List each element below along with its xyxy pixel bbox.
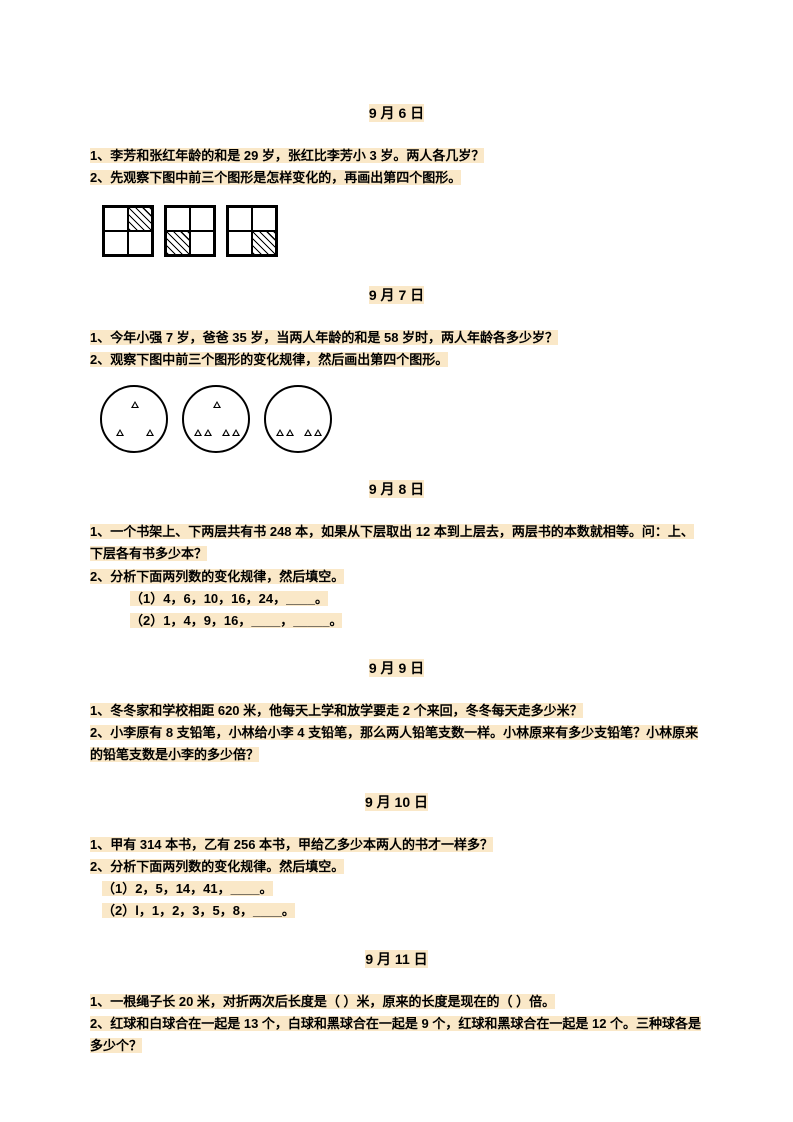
date-text: 9 月 11 日 (365, 950, 427, 968)
question-block: 1、一根绳子长 20 米，对折两次后长度是（ ）米，原来的长度是现在的（ ）倍。… (90, 991, 703, 1057)
question-line: 1、一根绳子长 20 米，对折两次后长度是（ ）米，原来的长度是现在的（ ）倍。 (90, 991, 703, 1013)
date-header: 9 月 6 日 (90, 103, 703, 123)
question-block: 1、冬冬家和学校相距 620 米，他每天上学和放学要走 2 个来回，冬冬每天走多… (90, 700, 703, 766)
question-block: 1、今年小强 7 岁，爸爸 35 岁，当两人年龄的和是 58 岁时，两人年龄各多… (90, 327, 703, 371)
date-header: 9 月 11 日 (90, 949, 703, 969)
question-line: 2、小李原有 8 支铅笔，小林给小李 4 支铅笔，那么两人铅笔支数一样。小林原来… (90, 722, 703, 766)
date-text: 9 月 7 日 (369, 286, 424, 304)
question-block: 1、甲有 314 本书，乙有 256 本书，甲给乙多少本两人的书才一样多？ 2、… (90, 834, 703, 922)
date-text: 9 月 6 日 (369, 104, 424, 122)
question-block: 1、一个书架上、下两层共有书 248 本，如果从下层取出 12 本到上层去，两层… (90, 521, 703, 631)
date-header: 9 月 10 日 (90, 792, 703, 812)
circle-item-3 (264, 385, 332, 453)
sub-line: （2）l，1，2，3，5，8，____。 (90, 900, 703, 922)
question-block: 1、李芳和张红年龄的和是 29 岁，张红比李芳小 3 岁。两人各几岁？ 2、先观… (90, 145, 703, 189)
question-line: 1、今年小强 7 岁，爸爸 35 岁，当两人年龄的和是 58 岁时，两人年龄各多… (90, 327, 703, 349)
question-line: 2、红球和白球合在一起是 13 个，白球和黑球合在一起是 9 个，红球和黑球合在… (90, 1013, 703, 1057)
question-line: 1、李芳和张红年龄的和是 29 岁，张红比李芳小 3 岁。两人各几岁？ (90, 145, 703, 167)
grid-item-2 (164, 205, 216, 257)
circle-item-1 (100, 385, 168, 453)
question-line: 2、先观察下图中前三个图形是怎样变化的，再画出第四个图形。 (90, 167, 703, 189)
question-line: 1、甲有 314 本书，乙有 256 本书，甲给乙多少本两人的书才一样多？ (90, 834, 703, 856)
date-header: 9 月 8 日 (90, 479, 703, 499)
sub-line: （2）1，4，9，16，____，_____。 (90, 610, 703, 632)
sub-line: （1）2，5，14，41，____。 (90, 878, 703, 900)
date-header: 9 月 7 日 (90, 285, 703, 305)
question-line: 2、分析下面两列数的变化规律，然后填空。 (90, 566, 703, 588)
grid-figure-row (90, 195, 703, 277)
date-text: 9 月 10 日 (365, 793, 428, 811)
date-header: 9 月 9 日 (90, 658, 703, 678)
grid-item-3 (226, 205, 278, 257)
question-line: 1、一个书架上、下两层共有书 248 本，如果从下层取出 12 本到上层去，两层… (90, 521, 703, 565)
question-line: 1、冬冬家和学校相距 620 米，他每天上学和放学要走 2 个来回，冬冬每天走多… (90, 700, 703, 722)
question-line: 2、分析下面两列数的变化规律。然后填空。 (90, 856, 703, 878)
sub-line: （1）4，6，10，16，24，____。 (90, 588, 703, 610)
question-line: 2、观察下图中前三个图形的变化规律，然后画出第四个图形。 (90, 349, 703, 371)
grid-item-1 (102, 205, 154, 257)
circle-item-2 (182, 385, 250, 453)
circle-figure-row (90, 377, 703, 471)
date-text: 9 月 9 日 (369, 659, 424, 677)
date-text: 9 月 8 日 (369, 480, 424, 498)
